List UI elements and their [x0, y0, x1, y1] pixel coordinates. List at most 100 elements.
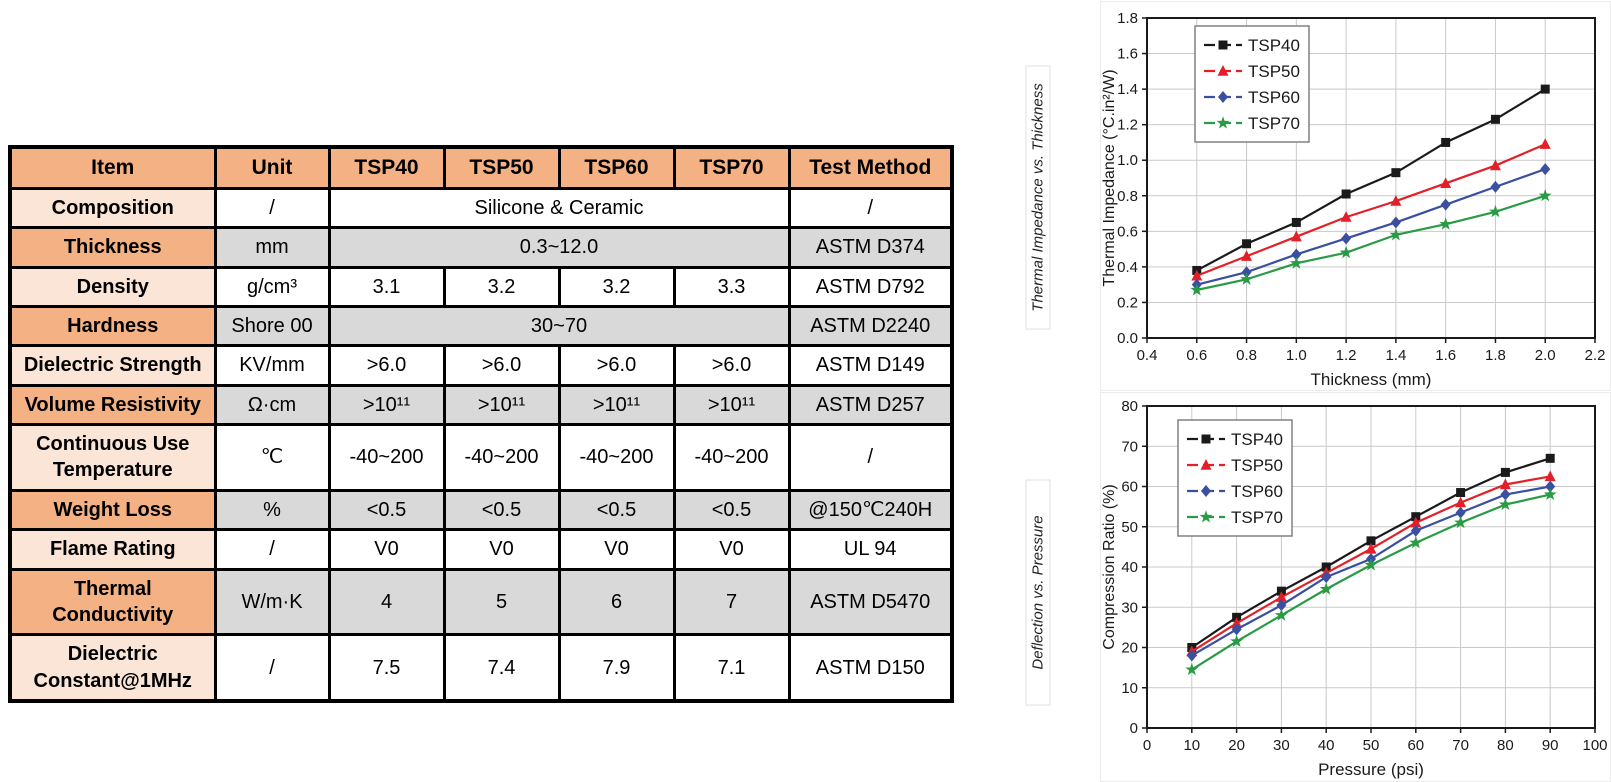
value-cell: 3.3 — [672, 265, 791, 308]
y-tick-label: 1.6 — [1117, 46, 1138, 63]
header-row: Item Unit TSP40 TSP50 TSP60 TSP70 Test Method — [8, 145, 954, 190]
value-cell: 7.9 — [557, 633, 676, 703]
x-tick-label: 1.6 — [1435, 347, 1456, 364]
y-tick-label: 80 — [1121, 398, 1138, 415]
unit-cell: % — [213, 488, 331, 532]
item-cell: Density — [8, 265, 217, 308]
x-tick-label: 60 — [1407, 737, 1424, 754]
table-row: Dielectric Constant@1MHz/7.5 7.4 7.9 7.1 AST… — [8, 633, 954, 703]
value-cell: >6.0 — [327, 344, 446, 387]
x-tick-label: 1.4 — [1385, 347, 1406, 364]
x-axis-label: Thickness (mm) — [1311, 370, 1432, 389]
x-tick-label: 80 — [1497, 737, 1514, 754]
value-cell: 7.1 — [672, 633, 791, 703]
column-header: TSP60 — [557, 145, 676, 190]
column-header: TSP40 — [327, 145, 446, 190]
y-axis-label: Thermal Impedance (°C.in²/W) — [1101, 69, 1118, 286]
series-TSP40 — [1192, 84, 1550, 275]
y-tick-label: 1.4 — [1117, 81, 1138, 98]
legend-label: TSP70 — [1231, 508, 1283, 527]
x-tick-label: 0 — [1143, 737, 1151, 754]
item-cell: Continuous Use Temperature — [8, 423, 217, 492]
column-header: TSP70 — [672, 145, 791, 190]
chart-side-title-thermal-impedance: Thermal Impedance vs. Thickness — [1025, 65, 1051, 330]
value-cell: -40~200 — [557, 423, 676, 492]
x-tick-label: 0.8 — [1236, 347, 1257, 364]
x-tick-label: 20 — [1228, 737, 1245, 754]
table-row: Weight Loss% <0.5 <0.5 <0.5 <0.5 @150℃240H — [8, 488, 954, 532]
series-TSP50 — [1191, 138, 1551, 281]
table-row: Volume Resistivity Ω·cm >10¹¹ >10¹¹ >10¹¹ >10… — [8, 383, 954, 427]
y-tick-label: 1.0 — [1117, 152, 1138, 169]
value-cell: V0 — [672, 528, 791, 571]
y-axis-label: Compression Ratio (%) — [1101, 484, 1118, 649]
table-row: Composition / Silicone & Ceramic / — [8, 186, 954, 230]
unit-cell: g/cm³ — [213, 265, 331, 308]
test-method-cell: / — [787, 186, 954, 230]
value-cell: >10¹¹ — [327, 383, 446, 427]
x-tick-label: 0.6 — [1186, 347, 1207, 364]
x-tick-label: 0.4 — [1137, 347, 1158, 364]
legend: TSP40 TSP50 TSP60 TSP70 — [1194, 25, 1310, 143]
x-tick-label: 2.2 — [1585, 347, 1606, 364]
x-tick-label: 100 — [1582, 737, 1607, 754]
legend-label: TSP50 — [1248, 62, 1300, 81]
test-method-cell: UL 94 — [787, 528, 954, 571]
value-cell: -40~200 — [327, 423, 446, 492]
value-cell: 3.2 — [557, 265, 676, 308]
column-header: Test Method — [787, 145, 954, 190]
value-cell: <0.5 — [557, 488, 676, 532]
value-cell: >6.0 — [442, 344, 561, 387]
test-method-cell: / — [787, 423, 954, 492]
compression-ratio-chart-panel: 0 10 20 30 40 50 60 70 80 90 100 0 10 20 30 40 50 60 70 80 T… — [1100, 392, 1611, 782]
legend: TSP40 TSP50 TSP60 TSP70 — [1177, 419, 1293, 537]
y-tick-label: 1.2 — [1117, 117, 1138, 134]
x-axis-label: Pressure (psi) — [1318, 760, 1424, 779]
merged-value-cell: 30~70 — [327, 304, 791, 348]
value-cell: >10¹¹ — [442, 383, 561, 427]
y-tick-label: 40 — [1121, 559, 1138, 576]
legend-label: TSP50 — [1231, 456, 1283, 475]
value-cell: >6.0 — [557, 344, 676, 387]
thermal-impedance-chart: 0.4 0.6 0.8 1.0 1.2 1.4 1.6 1.8 2.0 2.20.00.20.40… — [1101, 10, 1606, 389]
column-header: Item — [8, 145, 217, 190]
series-TSP70 — [1190, 188, 1552, 296]
value-cell: <0.5 — [442, 488, 561, 532]
y-tick-label: 1.8 — [1117, 10, 1138, 27]
table-row: Dielectric Strength KV/mm >6.0 >6.0 >6.0 >6.0… — [8, 344, 954, 387]
test-method-cell: ASTM D374 — [787, 226, 954, 269]
value-cell: -40~200 — [442, 423, 561, 492]
test-method-cell: ASTM D5470 — [787, 567, 954, 637]
y-ticks: 0.0 0.2 0.4 0.6 0.8 1.0 1.2 1.4 1.6 1.8 — [1117, 10, 1147, 347]
value-cell: 7.5 — [327, 633, 446, 703]
value-cell: 7 — [672, 567, 791, 637]
x-tick-label: 40 — [1318, 737, 1335, 754]
value-cell: >10¹¹ — [557, 383, 676, 427]
series-TSP70 — [1185, 487, 1557, 676]
table-row: Thermal Conductivity W/m·K 4 5 6 7 ASTM D5470 — [8, 567, 954, 637]
value-cell: 4 — [327, 567, 446, 637]
y-tick-label: 0 — [1130, 720, 1138, 737]
unit-cell: Shore 00 — [213, 304, 331, 348]
y-tick-label: 10 — [1121, 680, 1138, 697]
value-cell: <0.5 — [672, 488, 791, 532]
value-cell: 5 — [442, 567, 561, 637]
x-tick-label: 50 — [1363, 737, 1380, 754]
x-ticks: 0 10 20 30 40 50 60 70 80 90 100 — [1143, 728, 1608, 754]
y-tick-label: 0.8 — [1117, 188, 1138, 205]
unit-cell: / — [213, 528, 331, 571]
merged-value-cell: Silicone & Ceramic — [327, 186, 791, 230]
column-header: TSP50 — [442, 145, 561, 190]
spec-table: Item Unit TSP40 TSP50 TSP60 TSP70 Test Method C… — [8, 145, 954, 704]
value-cell: V0 — [557, 528, 676, 571]
table-row: Hardness Shore 00 30~70 ASTM D2240 — [8, 304, 954, 348]
x-tick-label: 2.0 — [1535, 347, 1556, 364]
merged-value-cell: 0.3~12.0 — [327, 226, 791, 269]
item-cell: Thickness — [8, 226, 217, 269]
value-cell: 3.1 — [327, 265, 446, 308]
unit-cell: / — [213, 186, 331, 230]
x-tick-label: 1.2 — [1336, 347, 1357, 364]
y-tick-label: 30 — [1121, 599, 1138, 616]
y-ticks: 0 10 20 30 40 50 60 70 80 — [1121, 398, 1147, 737]
